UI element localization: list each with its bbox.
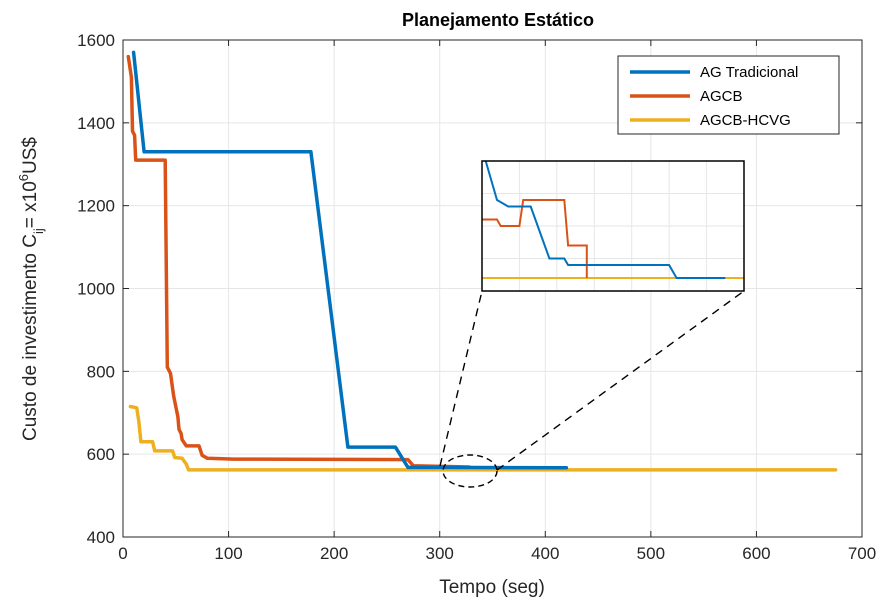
y-tick-label: 1400	[77, 114, 115, 133]
y-tick-label: 1000	[77, 280, 115, 299]
y-axis-label-superscript: 6	[16, 174, 31, 181]
zoom-inset	[481, 160, 745, 292]
y-tick-label: 1200	[77, 197, 115, 216]
y-axis-label-subscript: ij	[31, 228, 46, 234]
x-tick-label: 400	[531, 544, 559, 563]
series-line-agcb-hcvg	[128, 404, 838, 472]
zoom-region-ellipse	[442, 454, 498, 488]
y-tick-label: 400	[87, 528, 115, 547]
y-tick-label: 800	[87, 362, 115, 381]
inset-series-lines	[482, 160, 744, 279]
inset-series-line-ag-tradicional	[484, 160, 726, 279]
inset-gridlines	[482, 161, 744, 291]
y-tick-label: 1600	[77, 31, 115, 50]
x-axis-label: Tempo (seg)	[439, 577, 545, 598]
x-tick-label: 500	[637, 544, 665, 563]
zoom-connector-left	[439, 290, 483, 467]
legend-label-ag-tradicional: AG Tradicional	[700, 64, 798, 81]
inset-border	[481, 160, 745, 292]
y-axis-ticks: 400 600 800 1000 1200 1400 1600	[77, 31, 862, 547]
x-tick-label: 100	[214, 544, 242, 563]
x-tick-label: 0	[118, 544, 127, 563]
legend: AG Tradicional AGCB AGCB-HCVG	[617, 55, 840, 135]
legend-label-agcb: AGCB	[700, 88, 743, 105]
y-axis-label-mid: = x10	[20, 181, 41, 228]
zoom-connector-right	[496, 290, 745, 471]
x-tick-label: 600	[742, 544, 770, 563]
series-lines	[126, 50, 838, 472]
y-axis-label: Custo de investimento Cij= x106US$	[16, 137, 46, 441]
x-tick-label: 700	[848, 544, 876, 563]
y-axis-label-prefix: Custo de investimento C	[20, 234, 41, 441]
x-tick-label: 200	[320, 544, 348, 563]
y-axis-label-suffix: US$	[20, 137, 41, 174]
series-line-ag-tradicional	[131, 50, 569, 470]
x-axis-ticks: 0 100 200 300 400 500 600 700	[118, 40, 876, 563]
x-tick-label: 300	[426, 544, 454, 563]
y-tick-label: 600	[87, 445, 115, 464]
inset-series-line-agcb	[482, 199, 588, 278]
chart-title: Planejamento Estático	[402, 10, 594, 30]
legend-label-agcb-hcvg: AGCB-HCVG	[700, 112, 791, 129]
series-line-agcb	[126, 54, 472, 469]
